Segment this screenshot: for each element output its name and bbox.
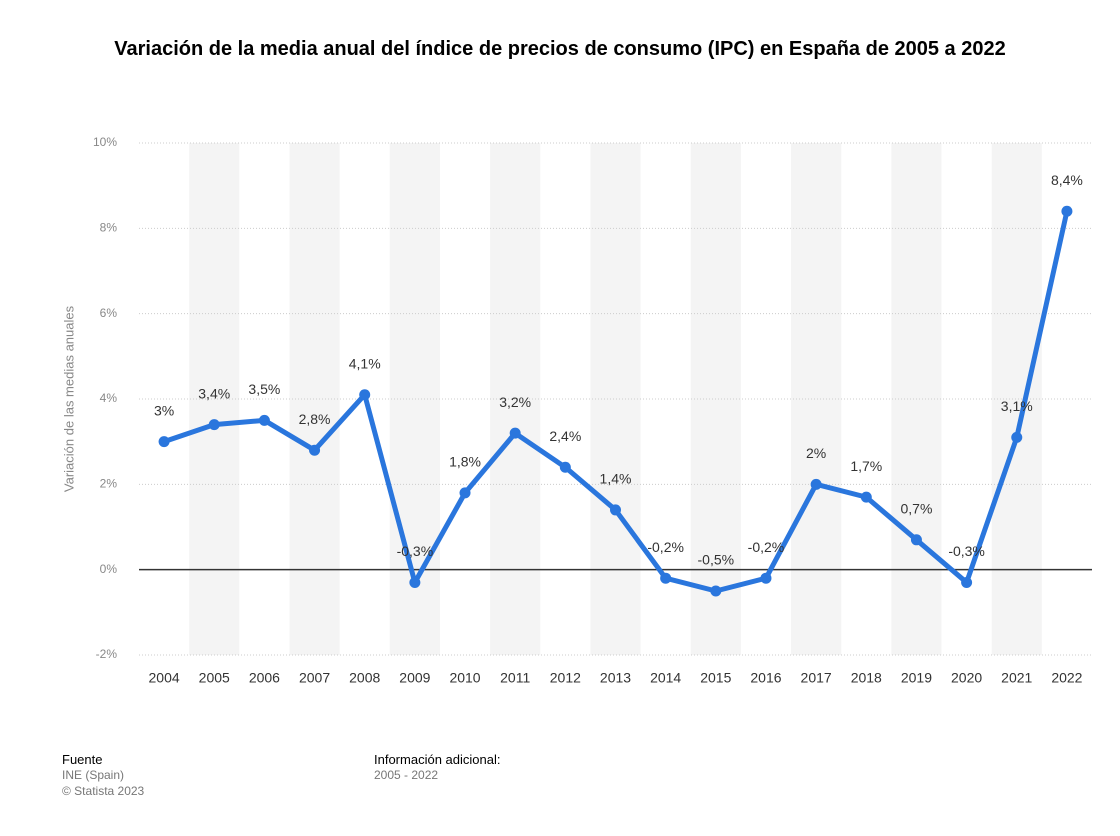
point <box>409 576 421 588</box>
data-label: -0,5% <box>698 552 735 568</box>
point <box>559 461 571 473</box>
point <box>710 585 722 597</box>
info-title: Información adicional: <box>374 752 501 767</box>
x-tick-label: 2017 <box>801 670 832 686</box>
y-tick-label: 2% <box>100 477 118 491</box>
x-tick-label: 2011 <box>500 670 530 686</box>
info-block: Información adicional: 2005 - 2022 <box>374 752 500 783</box>
chart-title: Variación de la media anual del índice d… <box>114 38 1006 60</box>
point <box>910 534 922 546</box>
data-label: 3,5% <box>248 381 280 397</box>
point <box>509 427 521 439</box>
column-band <box>590 143 641 655</box>
data-label: 3% <box>154 402 174 418</box>
data-label: 2,4% <box>549 428 581 444</box>
y-tick-label: 10% <box>93 135 117 149</box>
x-tick-label: 2013 <box>600 670 631 686</box>
x-tick-label: 2008 <box>349 670 380 686</box>
data-label: 3,1% <box>1001 398 1033 414</box>
x-tick-label: 2016 <box>750 670 781 686</box>
y-tick-label: 8% <box>100 221 118 235</box>
data-label: 1,4% <box>600 471 632 487</box>
data-label: 1,8% <box>449 454 481 470</box>
x-tick-label: 2012 <box>550 670 581 686</box>
column-band <box>289 143 340 655</box>
y-tick-label: -2% <box>96 647 118 661</box>
point <box>258 414 270 426</box>
x-tick-label: 2007 <box>299 670 330 686</box>
y-tick-label: 4% <box>100 391 118 405</box>
x-tick-label: 2022 <box>1051 670 1082 686</box>
data-label: -0,3% <box>397 543 434 559</box>
point <box>158 436 170 448</box>
x-tick-label: 2010 <box>449 670 480 686</box>
y-tick-label: 6% <box>100 306 118 320</box>
source-block: Fuente INE (Spain) © Statista 2023 <box>62 752 144 799</box>
source-title: Fuente <box>62 752 103 767</box>
data-label: 4,1% <box>349 355 381 371</box>
x-tick-label: 2021 <box>1001 670 1032 686</box>
source: INE (Spain) <box>62 768 125 782</box>
data-label: 2% <box>806 445 826 461</box>
point <box>359 389 371 401</box>
x-tick-label: 2004 <box>149 670 180 686</box>
point <box>760 572 772 584</box>
data-label: 3,2% <box>499 394 531 410</box>
data-label: -0,2% <box>748 539 785 555</box>
point <box>660 572 672 584</box>
x-tick-label: 2014 <box>650 670 681 686</box>
x-tick-label: 2009 <box>399 670 430 686</box>
point <box>1011 431 1023 443</box>
x-tick-label: 2018 <box>851 670 882 686</box>
point <box>860 491 872 503</box>
point <box>961 576 973 588</box>
x-tick-label: 2015 <box>700 670 731 686</box>
point <box>810 478 822 490</box>
point <box>208 419 220 431</box>
data-label: 0,7% <box>900 501 932 517</box>
info: 2005 - 2022 <box>374 768 439 782</box>
x-tick-label: 2020 <box>951 670 982 686</box>
data-label: 1,7% <box>850 458 882 474</box>
point <box>459 487 471 499</box>
point <box>1061 205 1073 217</box>
data-label: -0,3% <box>948 543 985 559</box>
data-label: 8,4% <box>1051 172 1083 188</box>
point <box>309 444 321 456</box>
y-tick-label: 0% <box>100 562 118 576</box>
x-tick-label: 2006 <box>249 670 280 686</box>
x-tick-label: 2005 <box>199 670 230 686</box>
data-label: 2,8% <box>299 411 331 427</box>
column-band <box>791 143 842 655</box>
copyright: © Statista 2023 <box>62 784 145 798</box>
data-label: 3,4% <box>198 385 230 401</box>
x-tick-label: 2019 <box>901 670 932 686</box>
point <box>610 504 621 516</box>
data-label: -0,2% <box>647 539 684 555</box>
y-axis-label: Variación de las medias anuales <box>61 305 76 492</box>
